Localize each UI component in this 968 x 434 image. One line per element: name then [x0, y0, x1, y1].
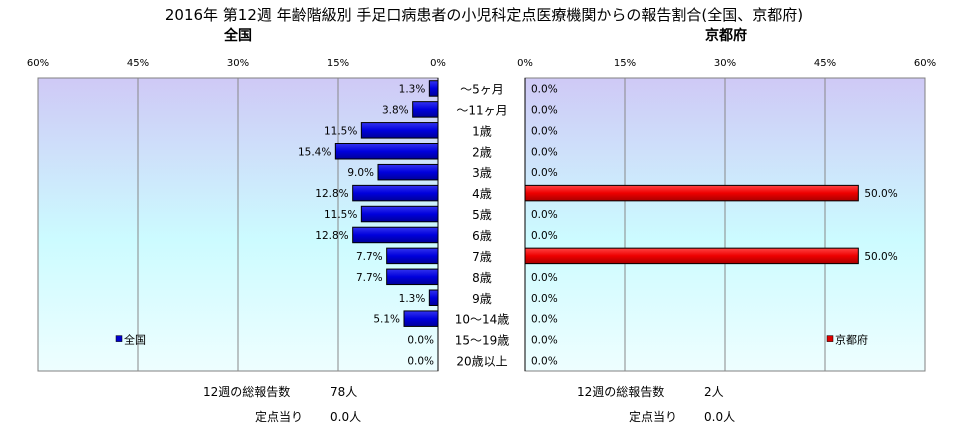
right-tick-label: 15% — [614, 58, 636, 69]
category-label: 6歳 — [472, 229, 492, 243]
right-panel-title: 京都府 — [705, 27, 747, 44]
national-per-value: 0.0人 — [330, 410, 362, 424]
right-data-label: 0.0% — [531, 104, 558, 116]
left-tick-label: 60% — [27, 58, 49, 69]
left-bar — [428, 80, 439, 97]
right-tick-label: 45% — [814, 58, 836, 69]
left-data-label: 0.0% — [407, 335, 434, 347]
national-total-value: 78人 — [330, 385, 358, 399]
left-data-label: 12.8% — [315, 230, 348, 242]
category-label: 7歳 — [472, 250, 492, 264]
left-data-label: 15.4% — [298, 146, 331, 158]
category-label: 20歳以上 — [456, 355, 507, 369]
left-data-label: 1.3% — [399, 83, 426, 95]
left-tick-label: 15% — [327, 58, 349, 69]
kyoto-total-label: 12週の総報告数 — [577, 385, 665, 399]
left-legend-swatch — [115, 335, 123, 342]
right-data-label: 0.0% — [531, 146, 558, 158]
right-data-label: 0.0% — [531, 209, 558, 221]
category-label: 3歳 — [472, 166, 492, 180]
left-data-label: 12.8% — [315, 188, 348, 200]
right-data-label: 0.0% — [531, 335, 558, 347]
right-data-label: 0.0% — [531, 125, 558, 137]
category-label: 15～19歳 — [455, 334, 510, 348]
left-tick-label: 45% — [127, 58, 149, 69]
left-bar — [360, 205, 439, 223]
right-legend-label: 京都府 — [835, 333, 868, 347]
national-total-label: 12週の総報告数 — [203, 385, 291, 399]
left-data-label: 3.8% — [382, 104, 409, 116]
left-bar — [377, 163, 439, 181]
left-bar — [428, 289, 439, 306]
left-data-label: 0.0% — [407, 356, 434, 368]
category-label: 8歳 — [472, 271, 492, 285]
left-bar — [352, 184, 439, 202]
right-tick-label: 0% — [517, 58, 533, 69]
right-data-label: 0.0% — [531, 293, 558, 305]
category-label: 1歳 — [472, 124, 492, 138]
right-legend-swatch — [826, 335, 834, 342]
right-data-label: 50.0% — [864, 251, 897, 263]
right-data-label: 0.0% — [531, 272, 558, 284]
category-label: 5歳 — [472, 208, 492, 222]
right-data-label: 0.0% — [531, 230, 558, 242]
left-bar — [412, 101, 439, 118]
right-data-label: 0.0% — [531, 356, 558, 368]
kyoto-total-value: 2人 — [704, 385, 724, 399]
right-data-label: 0.0% — [531, 167, 558, 179]
left-data-label: 7.7% — [356, 272, 383, 284]
left-panel: 60% 45% 30% 15% 0% 1.3% 3.8% 11.5% 15.4% 9.0% 12.8… — [27, 58, 446, 372]
left-bar — [334, 143, 439, 160]
right-data-label: 0.0% — [531, 83, 558, 95]
left-bar — [386, 247, 439, 265]
left-data-label: 1.3% — [399, 293, 426, 305]
kyoto-per-value: 0.0人 — [704, 410, 736, 424]
right-panel: 0% 15% 30% 45% 60% 0.0% 0.0% 0.0% 0.0% 0.0% 50.0% 0… — [517, 58, 936, 372]
left-panel-title: 全国 — [223, 27, 252, 44]
right-data-label: 0.0% — [531, 314, 558, 326]
left-bar — [352, 226, 439, 244]
left-bar — [360, 122, 439, 139]
left-tick-label: 30% — [227, 58, 249, 69]
right-data-label: 50.0% — [864, 188, 897, 200]
left-bar — [403, 310, 439, 327]
left-legend-label: 全国 — [124, 333, 146, 347]
left-data-label: 9.0% — [347, 167, 374, 179]
left-data-label: 7.7% — [356, 251, 383, 263]
left-bar — [386, 268, 439, 286]
right-tick-label: 30% — [714, 58, 736, 69]
category-label: 9歳 — [472, 292, 492, 306]
left-data-label: 11.5% — [324, 209, 357, 221]
category-label: 10～14歳 — [455, 313, 510, 327]
chart-title: 2016年 第12週 年齢階級別 手足口病患者の小児科定点医療機関からの報告割合… — [165, 6, 803, 24]
left-data-label: 11.5% — [324, 125, 357, 137]
category-label: 2歳 — [472, 145, 492, 159]
category-labels: ～5ヶ月 ～11ヶ月 1歳 2歳 3歳 4歳 5歳 6歳 7歳 8歳 9歳 10～14歳 15～19歳 2… — [455, 82, 510, 368]
left-tick-label: 0% — [430, 58, 446, 69]
category-label: 4歳 — [472, 187, 492, 201]
right-tick-label: 60% — [914, 58, 936, 69]
category-label: ～5ヶ月 — [460, 82, 504, 96]
right-bar — [524, 184, 859, 202]
right-bar — [524, 247, 859, 265]
left-data-label: 5.1% — [373, 314, 400, 326]
category-label: ～11ヶ月 — [456, 103, 507, 117]
kyoto-per-label: 定点当り — [629, 410, 678, 424]
national-per-label: 定点当り — [255, 410, 304, 424]
